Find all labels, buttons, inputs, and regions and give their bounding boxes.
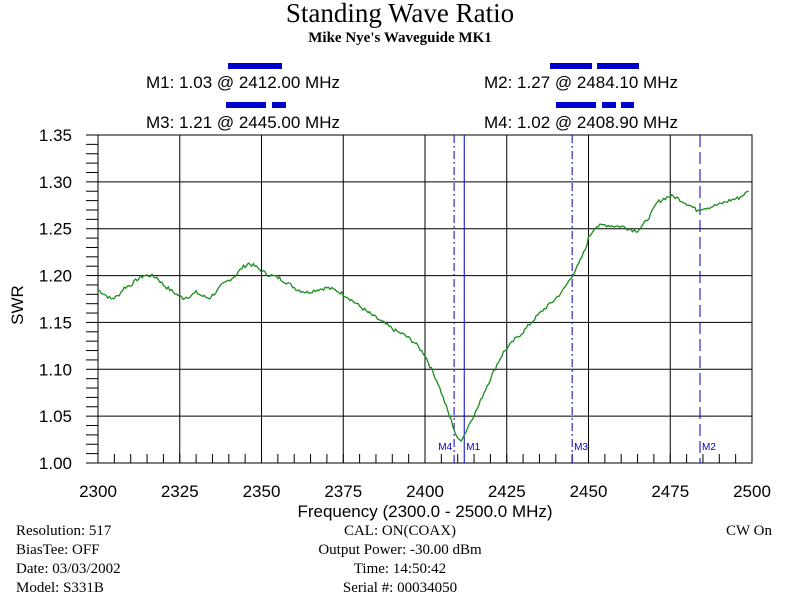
y-tick-label: 1.05	[39, 407, 72, 426]
cw-status: CW On	[726, 523, 772, 539]
biastee-readout: BiasTee: OFF	[16, 542, 100, 558]
x-tick-label: 2350	[243, 482, 281, 501]
y-tick-label: 1.15	[39, 313, 72, 332]
output-power-readout: Output Power: -30.00 dBm	[318, 542, 482, 558]
serial-readout: Serial #: 00034050	[342, 580, 458, 596]
time-readout: Time: 14:50:42	[353, 561, 447, 577]
marker-bar	[550, 63, 592, 69]
marker-bar	[621, 102, 634, 108]
date-readout: Date: 03/03/2002	[16, 561, 121, 577]
x-tick-label: 2475	[651, 482, 689, 501]
y-tick-label: 1.00	[39, 454, 72, 473]
marker-bar	[272, 102, 286, 108]
swr-trace-line	[97, 190, 749, 443]
marker-m1-readout: M1: 1.03 @ 2412.00 MHz	[146, 73, 340, 92]
x-tick-label: 2425	[488, 482, 526, 501]
marker-tag-m2: M2	[702, 442, 716, 453]
y-tick-label: 1.25	[39, 220, 72, 239]
marker-m4-readout: M4: 1.02 @ 2408.90 MHz	[484, 113, 678, 132]
marker-bar	[602, 102, 616, 108]
marker-tag-m3: M3	[574, 442, 588, 453]
chart-subtitle: Mike Nye's Waveguide MK1	[308, 30, 492, 46]
model-readout: Model: S331B	[16, 580, 104, 596]
x-axis-label: Frequency (2300.0 - 2500.0 MHz)	[297, 502, 552, 521]
x-tick-label: 2375	[324, 482, 362, 501]
y-tick-label: 1.10	[39, 360, 72, 379]
marker-bar	[226, 102, 266, 108]
x-tick-label: 2300	[79, 482, 117, 501]
marker-bar	[556, 102, 596, 108]
marker-m3-readout: M3: 1.21 @ 2445.00 MHz	[146, 113, 340, 132]
y-tick-label: 1.35	[39, 126, 72, 145]
x-tick-label: 2325	[161, 482, 199, 501]
marker-bar	[597, 63, 639, 69]
marker-bar	[228, 63, 282, 69]
x-tick-label: 2500	[733, 482, 771, 501]
y-tick-label: 1.20	[39, 267, 72, 286]
cal-readout: CAL: ON(COAX)	[343, 523, 457, 539]
chart-title: Standing Wave Ratio	[285, 0, 515, 28]
resolution-readout: Resolution: 517	[16, 523, 112, 539]
x-tick-label: 2450	[570, 482, 608, 501]
marker-m2-readout: M2: 1.27 @ 2484.10 MHz	[484, 73, 678, 92]
marker-tag-m1: M1	[466, 442, 480, 453]
x-tick-label: 2400	[406, 482, 444, 501]
y-axis-label: SWR	[8, 285, 27, 325]
y-tick-label: 1.30	[39, 173, 72, 192]
marker-tag-m4: M4	[438, 442, 452, 453]
